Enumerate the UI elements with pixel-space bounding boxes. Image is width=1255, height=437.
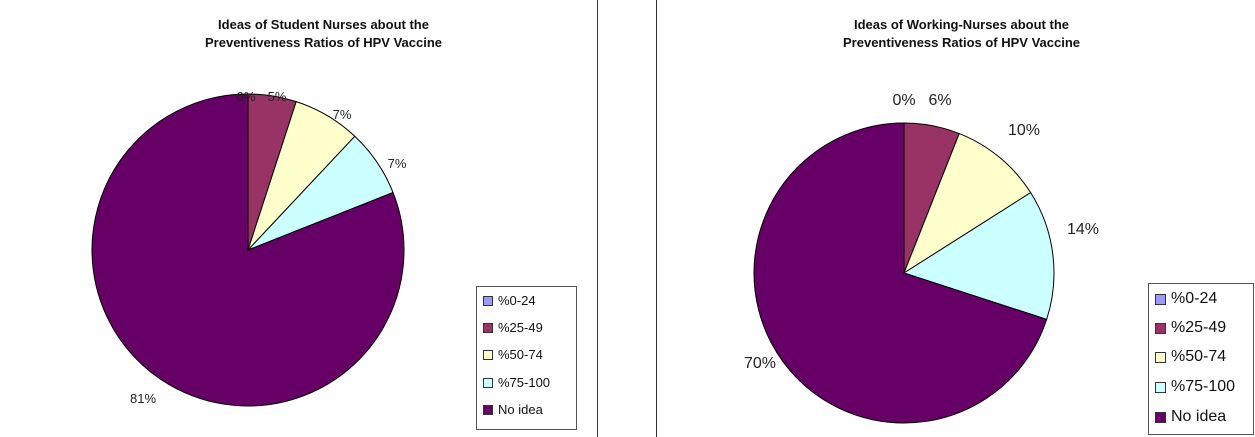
chart-title: Ideas of Working-Nurses about the Preven… — [662, 16, 1255, 52]
chart-title-line-1: Ideas of Student Nurses about the — [218, 17, 429, 32]
legend-label: No idea — [1171, 408, 1227, 425]
legend-label: %0-24 — [1171, 290, 1218, 307]
data-label-50-74: 7% — [333, 107, 352, 122]
legend-swatch — [1155, 411, 1166, 423]
data-label-0-24: 0% — [237, 89, 256, 104]
legend-label: %75-100 — [498, 375, 551, 390]
legend-item-0-24: %0-24 — [1155, 290, 1217, 308]
legend-label: %0-24 — [498, 293, 536, 308]
data-label-50-74: 10% — [1008, 122, 1040, 139]
chart-title-line-2: Preventiveness Ratios of HPV Vaccine — [205, 35, 442, 50]
legend-item-0-24: %0-24 — [483, 293, 536, 308]
pie-slice-50-74 — [902, 132, 1032, 275]
legend-swatch — [483, 349, 493, 360]
legend-label: %50-74 — [1171, 348, 1227, 365]
legend-swatch — [1155, 351, 1166, 363]
legend-swatch — [483, 404, 493, 415]
data-label-no-idea: 70% — [744, 355, 776, 372]
legend-item-75-100: %75-100 — [483, 375, 550, 390]
working-nurses-chart-panel: Ideas of Working-Nurses about the Preven… — [656, 0, 1255, 437]
chart-title: Ideas of Student Nurses about the Preven… — [25, 16, 622, 52]
legend-swatch — [483, 322, 493, 333]
legend-swatch — [483, 377, 493, 388]
legend-label: %25-49 — [1171, 319, 1227, 336]
data-label-no-idea: 81% — [130, 391, 156, 406]
data-label-75-100: 14% — [1067, 221, 1099, 238]
chart-legend: %0-24 %25-49 %50-74 %75-100 No idea — [1148, 283, 1254, 435]
student-nurses-chart-panel: Ideas of Student Nurses about the Preven… — [0, 0, 598, 437]
student-nurses-pie: 0% 5% 7% 7% 81% — [91, 89, 407, 407]
legend-label: No idea — [498, 402, 543, 417]
legend-item-75-100: %75-100 — [1155, 378, 1235, 396]
legend-swatch — [1155, 381, 1166, 393]
data-label-75-100: 7% — [388, 156, 407, 171]
pie-slice-no-idea — [91, 93, 405, 407]
pie-slice-no-idea — [753, 122, 1048, 424]
data-label-0-24: 0% — [892, 92, 915, 109]
legend-label: %50-74 — [498, 347, 543, 362]
legend-item-no-idea: No idea — [483, 402, 543, 417]
chart-title-line-1: Ideas of Working-Nurses about the — [853, 17, 1069, 32]
working-nurses-pie: 0% 6% 10% 14% 70% — [744, 92, 1099, 424]
legend-item-50-74: %50-74 — [483, 347, 543, 362]
legend-item-50-74: %50-74 — [1155, 348, 1226, 366]
pie-slice-75-100 — [902, 191, 1055, 320]
legend-item-no-idea: No idea — [1155, 408, 1226, 426]
data-label-25-49: 5% — [268, 89, 287, 104]
legend-swatch — [483, 295, 493, 306]
legend-item-25-49: %25-49 — [1155, 319, 1226, 337]
chart-legend: %0-24 %25-49 %50-74 %75-100 No idea — [476, 286, 577, 430]
legend-item-25-49: %25-49 — [483, 320, 543, 335]
data-label-25-49: 6% — [928, 92, 951, 109]
legend-swatch — [1155, 293, 1166, 305]
legend-swatch — [1155, 322, 1166, 334]
legend-label: %75-100 — [1171, 378, 1236, 395]
legend-label: %25-49 — [498, 320, 543, 335]
chart-title-line-2: Preventiveness Ratios of HPV Vaccine — [843, 35, 1080, 50]
